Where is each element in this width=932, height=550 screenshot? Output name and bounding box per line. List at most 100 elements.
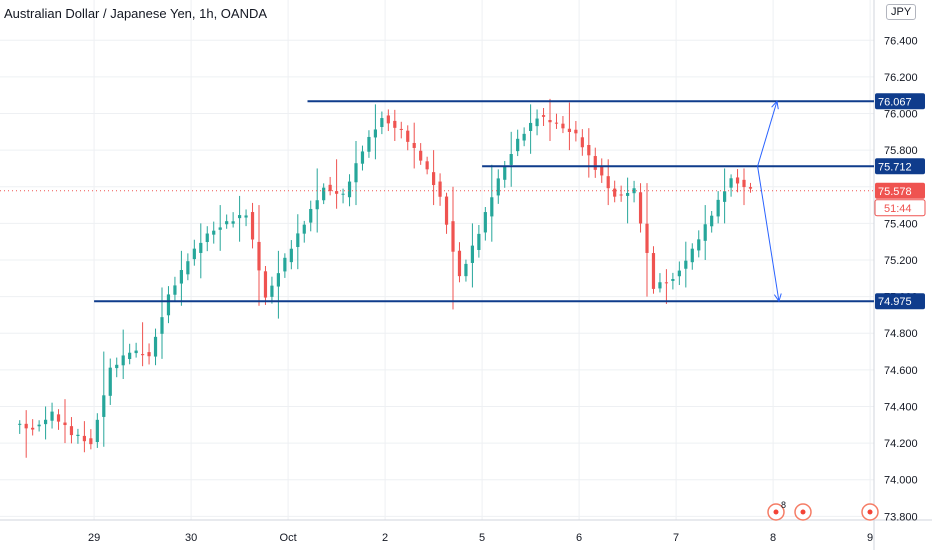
candle-body <box>373 129 378 138</box>
candle-body <box>205 233 209 243</box>
candle-body <box>283 257 287 272</box>
candle-body <box>535 118 539 127</box>
price-tick-label: 74.000 <box>884 475 918 487</box>
price-tick-label: 74.800 <box>884 328 918 340</box>
candle-body <box>134 350 138 354</box>
candle-body <box>457 250 462 277</box>
price-tick-label: 75.800 <box>884 145 918 157</box>
candle-body <box>703 224 707 241</box>
candle-body <box>419 150 423 161</box>
candle-body <box>477 233 481 250</box>
candle-body <box>244 215 248 218</box>
candle-body <box>121 355 125 366</box>
candle-body <box>723 191 727 202</box>
event-dot-icon <box>773 509 779 515</box>
candle-body <box>179 270 183 284</box>
candle-body <box>341 193 345 195</box>
candle-body <box>56 414 61 422</box>
candle-body <box>735 177 740 184</box>
candle-body <box>690 248 694 263</box>
candle-body <box>567 128 572 132</box>
candle-body <box>432 172 436 186</box>
candle-body <box>632 188 636 194</box>
candle-body <box>658 282 662 289</box>
candle-body <box>160 317 164 334</box>
candle-body <box>470 245 475 263</box>
candle-body <box>218 227 222 230</box>
candle-body <box>451 221 455 252</box>
candle-body <box>322 187 326 201</box>
candle-body <box>18 423 22 425</box>
candle-body <box>710 215 714 227</box>
candle-body <box>606 176 610 189</box>
candle-body <box>147 352 151 357</box>
candle-body <box>399 128 403 130</box>
candle-body <box>697 239 701 251</box>
projection-arrow-1[interactable] <box>757 101 778 167</box>
chart-title: Australian Dollar / Japanese Yen, 1h, OA… <box>4 6 268 21</box>
candle-body <box>153 336 158 357</box>
candle-body <box>380 118 384 128</box>
candle-body <box>580 137 584 148</box>
level-price-tag <box>875 158 925 175</box>
candle-body <box>128 352 132 360</box>
candle-body <box>729 178 733 188</box>
candle-body <box>63 422 67 426</box>
time-tick-label: 30 <box>185 532 197 544</box>
price-tick-label: 74.600 <box>884 365 918 377</box>
candle-body <box>645 223 649 253</box>
time-tick-label: Oct <box>280 532 297 544</box>
price-tick-label: 75.400 <box>884 218 918 230</box>
level-price-tag <box>875 293 925 310</box>
candle-body <box>276 273 280 287</box>
candle-body <box>626 192 630 196</box>
candle-body <box>412 142 416 148</box>
candle-body <box>166 294 171 316</box>
currency-button[interactable]: JPY <box>886 4 917 20</box>
candle-body <box>263 271 268 298</box>
projection-arrow-2[interactable] <box>757 166 780 302</box>
candle-body <box>360 151 365 164</box>
candle-body <box>102 395 106 417</box>
candle-body <box>600 166 604 176</box>
candle-body <box>496 178 500 196</box>
candle-body <box>309 208 313 223</box>
candle-body <box>386 115 390 124</box>
price-tick-label: 75.200 <box>884 255 918 267</box>
candle-body <box>574 129 578 134</box>
countdown-label: 51:44 <box>884 203 912 215</box>
candle-body <box>237 215 242 219</box>
candle-body <box>347 181 352 198</box>
event-dot-icon <box>867 509 873 515</box>
price-tick-label: 76.200 <box>884 72 918 84</box>
candle-body <box>561 123 565 129</box>
candle-body <box>619 194 623 196</box>
candle-body <box>393 120 397 128</box>
candle-body <box>173 285 177 295</box>
candle-body <box>24 423 28 429</box>
candle-body <box>554 122 559 124</box>
level-price-label: 75.712 <box>878 161 912 173</box>
event-badge: 8 <box>781 500 786 510</box>
candle-body <box>296 233 300 248</box>
candle-body <box>748 187 753 189</box>
time-tick-label: 9 <box>867 532 873 544</box>
candle-body <box>212 230 216 235</box>
candle-body <box>257 241 261 271</box>
time-tick-label: 7 <box>673 532 679 544</box>
candle-body <box>548 120 552 123</box>
candle-body <box>192 248 196 260</box>
candle-body <box>43 419 48 425</box>
candle-body <box>716 199 720 217</box>
candle-body <box>438 181 442 197</box>
price-tick-label: 74.200 <box>884 438 918 450</box>
candle-body <box>671 279 675 281</box>
candle-body <box>522 133 526 141</box>
candle-body <box>140 354 145 356</box>
candle-body <box>225 221 229 225</box>
level-price-label: 74.975 <box>878 296 912 308</box>
candle-body <box>270 285 274 297</box>
candle-body <box>82 435 86 442</box>
candle-body <box>50 411 54 421</box>
